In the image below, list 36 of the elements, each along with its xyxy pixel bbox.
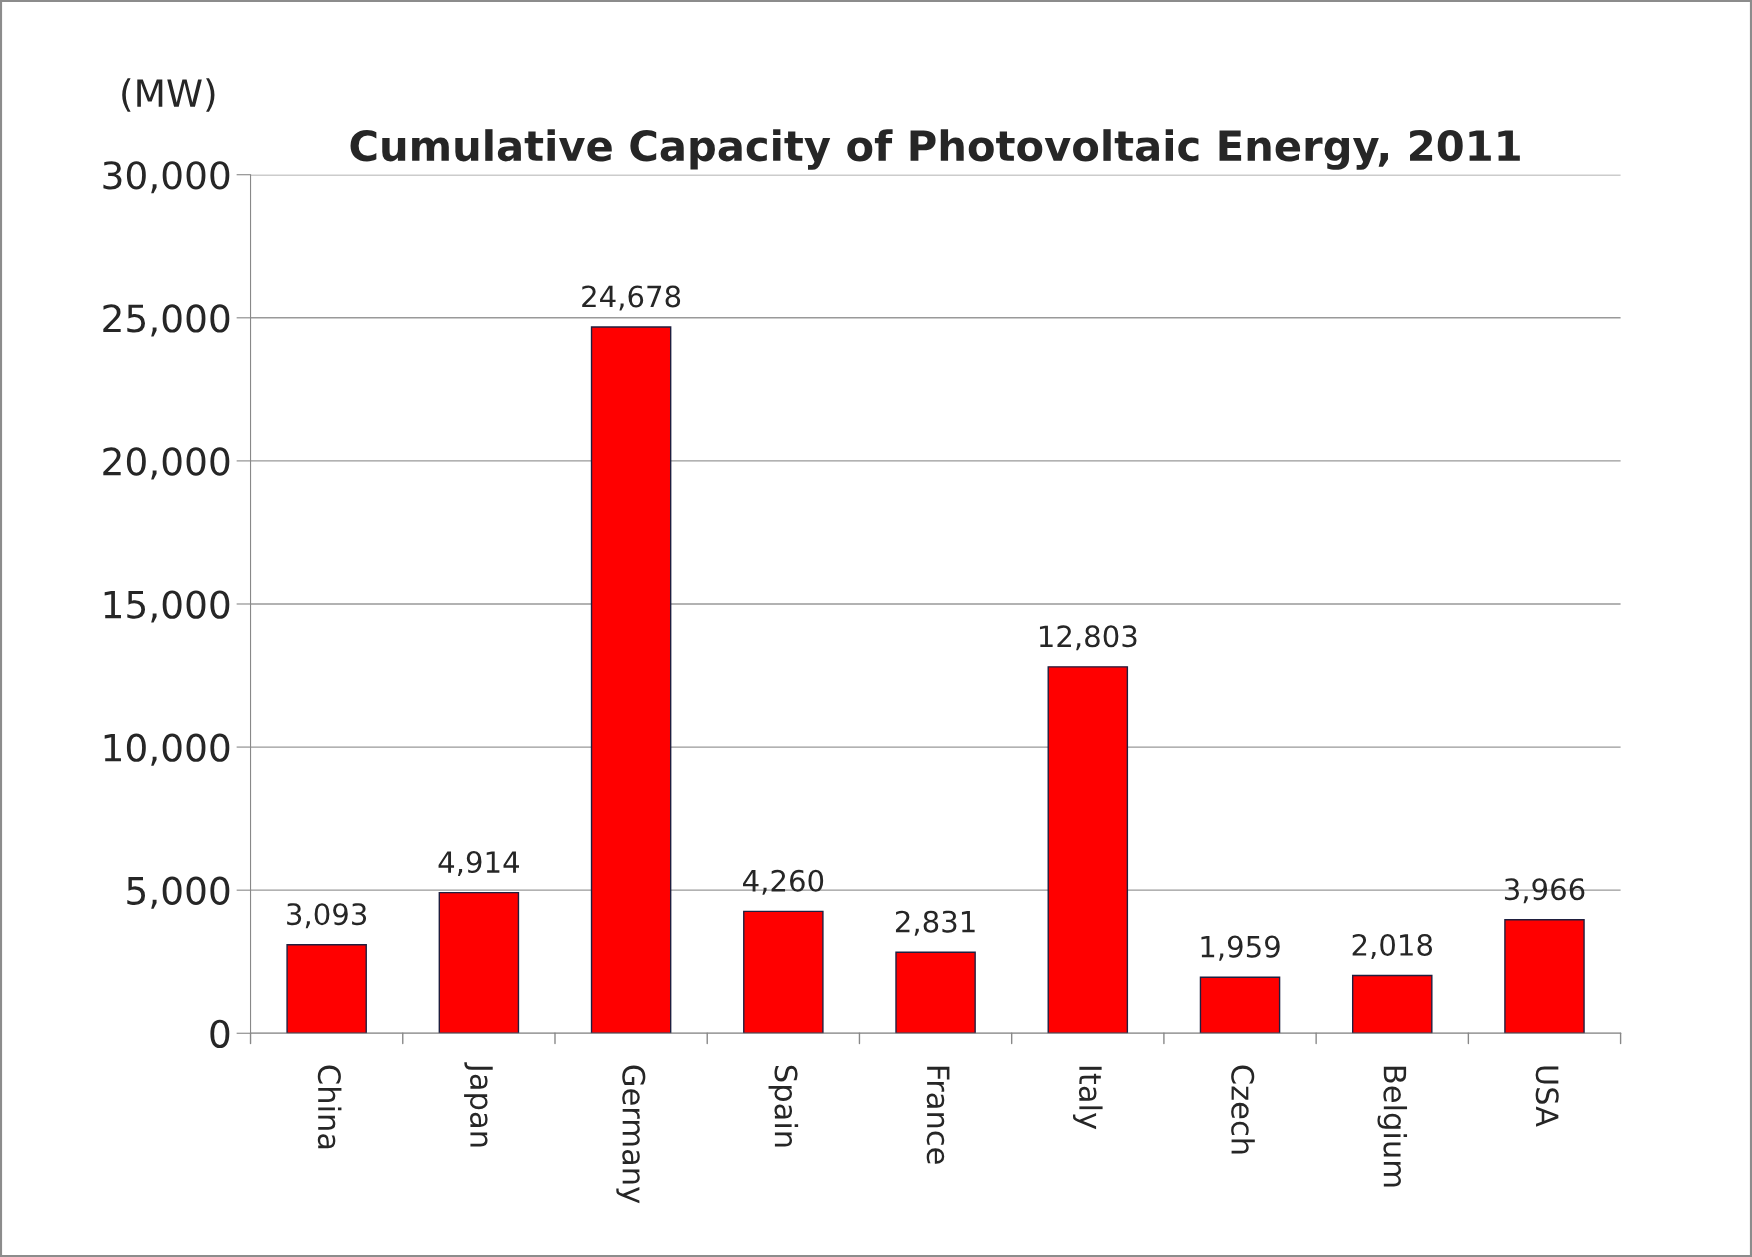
data-label: 2,831 <box>895 910 975 936</box>
x-tick-label: Japan <box>464 1062 493 1147</box>
y-tick-label: 20,000 <box>103 447 230 480</box>
data-label: 4,260 <box>743 869 824 895</box>
x-tick-label: Czech <box>1231 1065 1255 1154</box>
data-label: 1,959 <box>1201 935 1280 961</box>
bar <box>286 944 367 1034</box>
y-tick-label: 5,000 <box>127 876 230 909</box>
y-tick-label: 10,000 <box>104 733 230 766</box>
y-tick-label: 15,000 <box>104 590 230 623</box>
y-tick-label: 0 <box>210 1019 230 1049</box>
bar <box>743 910 824 1034</box>
data-label: 24,678 <box>582 285 681 311</box>
x-tick-label: Spain <box>768 1065 799 1147</box>
x-tick-label: Belgium <box>1377 1066 1408 1187</box>
chart-title: Cumulative Capacity of Photovoltaic Energy, 2011 <box>350 129 1520 170</box>
data-label: 2,018 <box>1352 933 1433 959</box>
bar <box>1351 974 1433 1034</box>
x-tick-label: China <box>317 1065 342 1149</box>
data-label: 12,803 <box>1039 625 1137 651</box>
bar <box>1047 666 1129 1034</box>
x-tick-label: Germany <box>616 1065 646 1204</box>
bar <box>1504 919 1585 1034</box>
data-label: 3,966 <box>1504 878 1585 904</box>
data-label: 3,093 <box>287 903 367 929</box>
y-axis-title: (MW) <box>122 78 215 112</box>
bar <box>438 891 520 1034</box>
bar <box>1199 976 1281 1034</box>
bar <box>590 326 672 1034</box>
y-tick-label: 30,000 <box>103 161 230 194</box>
x-tick-label: USA <box>1535 1066 1559 1127</box>
bar <box>895 951 976 1034</box>
x-tick-label: France <box>926 1066 950 1164</box>
y-tick-label: 25,000 <box>103 304 230 337</box>
x-tick-label: Italy <box>1073 1066 1103 1130</box>
data-label: 4,914 <box>438 851 519 877</box>
